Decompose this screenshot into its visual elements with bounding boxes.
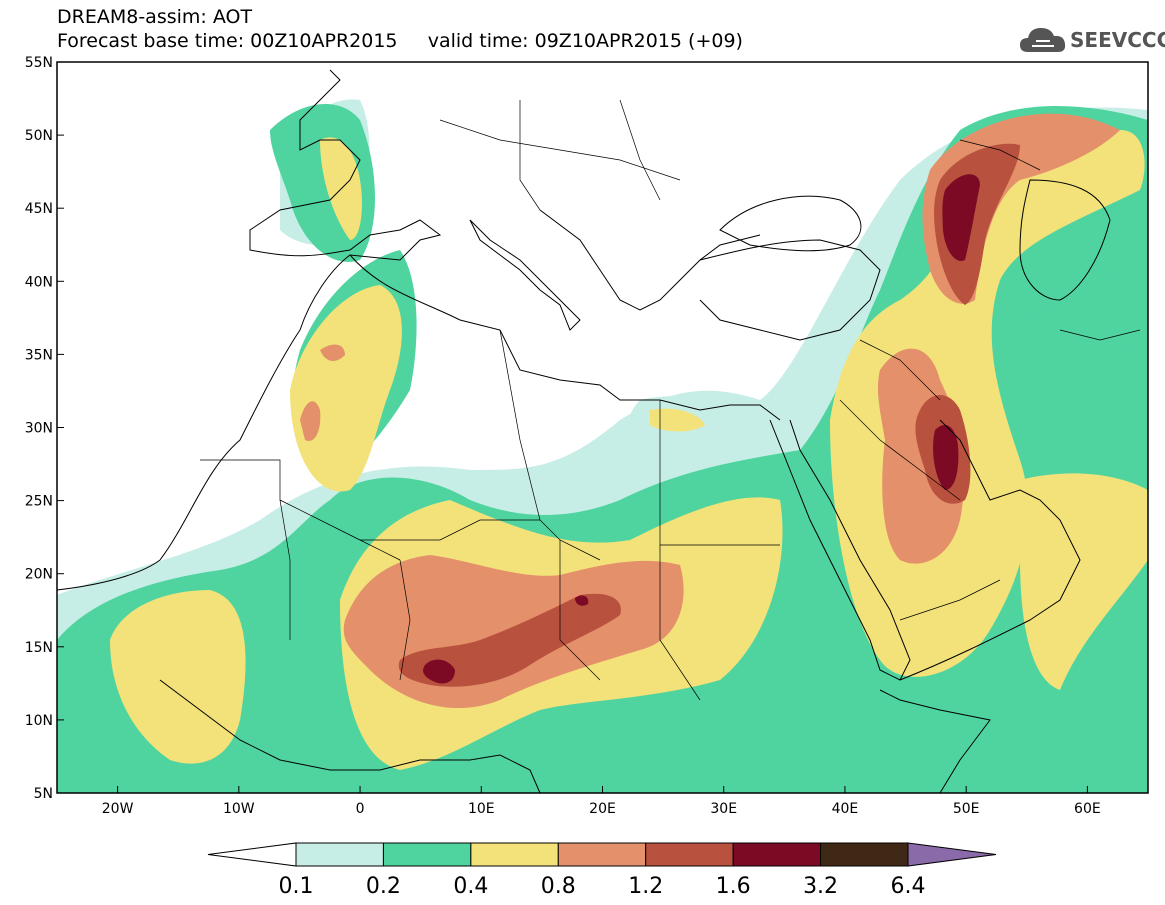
- x-tick-label: 30E: [710, 801, 737, 817]
- colorbar-label: 0.4: [453, 874, 488, 899]
- colorbar-label: 1.2: [628, 874, 663, 899]
- x-tick-label: 50E: [953, 801, 980, 817]
- x-tick-label: 20W: [102, 801, 134, 817]
- x-tick-label: 10W: [223, 801, 255, 817]
- country-borders: [200, 99, 1141, 701]
- colorbar-swatch: [382, 842, 472, 867]
- colorbar-swatch: [470, 842, 559, 867]
- x-tick-label: 60E: [1074, 801, 1101, 817]
- colorbar-swatch: [557, 842, 647, 867]
- x-tick-label: 20E: [589, 801, 616, 817]
- x-axis: 20W 10W 0 10E 20E 30E 40E 50E 60E: [102, 786, 1101, 817]
- map-title: DREAM8-assim: AOT: [57, 6, 253, 28]
- colorbar-swatch: [645, 842, 734, 867]
- aot-level-1-6: [423, 174, 980, 684]
- colorbar-label: 0.1: [279, 874, 314, 899]
- colorbar-label: 1.6: [716, 874, 751, 899]
- x-tick-label: 0: [356, 801, 365, 817]
- y-tick-label: 30N: [25, 421, 53, 437]
- y-tick-label: 5N: [34, 786, 53, 802]
- y-axis: 55N 50N 45N 40N 35N 30N 25N 20N 15N 10N 5N: [25, 55, 64, 802]
- x-tick-label: 10E: [468, 801, 495, 817]
- colorbar-swatch: [732, 842, 822, 867]
- colorbar: 0.1 0.2 0.4 0.8 1.2 1.6 3.2 6.4: [207, 842, 997, 899]
- y-tick-label: 35N: [25, 347, 53, 363]
- colorbar-swatch: [295, 842, 384, 867]
- colorbar-low-arrow: [207, 842, 297, 867]
- colorbar-label: 6.4: [891, 874, 926, 899]
- forecast-times: Forecast base time: 00Z10APR2015 valid t…: [57, 30, 743, 52]
- y-tick-label: 40N: [25, 274, 53, 290]
- colorbar-label: 0.2: [366, 874, 401, 899]
- y-tick-label: 10N: [25, 713, 53, 729]
- colorbar-label: 0.8: [541, 874, 576, 899]
- colorbar-high-arrow: [907, 842, 997, 867]
- cloud-icon: [1020, 28, 1066, 52]
- colorbar-swatch: [820, 842, 909, 867]
- aot-field: [57, 99, 1148, 793]
- y-tick-label: 55N: [25, 55, 53, 71]
- y-tick-label: 50N: [25, 128, 53, 144]
- y-tick-label: 45N: [25, 201, 53, 217]
- x-tick-label: 40E: [832, 801, 859, 817]
- colorbar-label: 3.2: [803, 874, 838, 899]
- coastlines: [57, 69, 1111, 793]
- logo-text: SEEVCCC: [1070, 28, 1165, 52]
- y-tick-label: 20N: [25, 567, 53, 583]
- y-tick-label: 25N: [25, 494, 53, 510]
- y-tick-label: 15N: [25, 640, 53, 656]
- seevccc-logo: SEEVCCC: [1018, 22, 1165, 58]
